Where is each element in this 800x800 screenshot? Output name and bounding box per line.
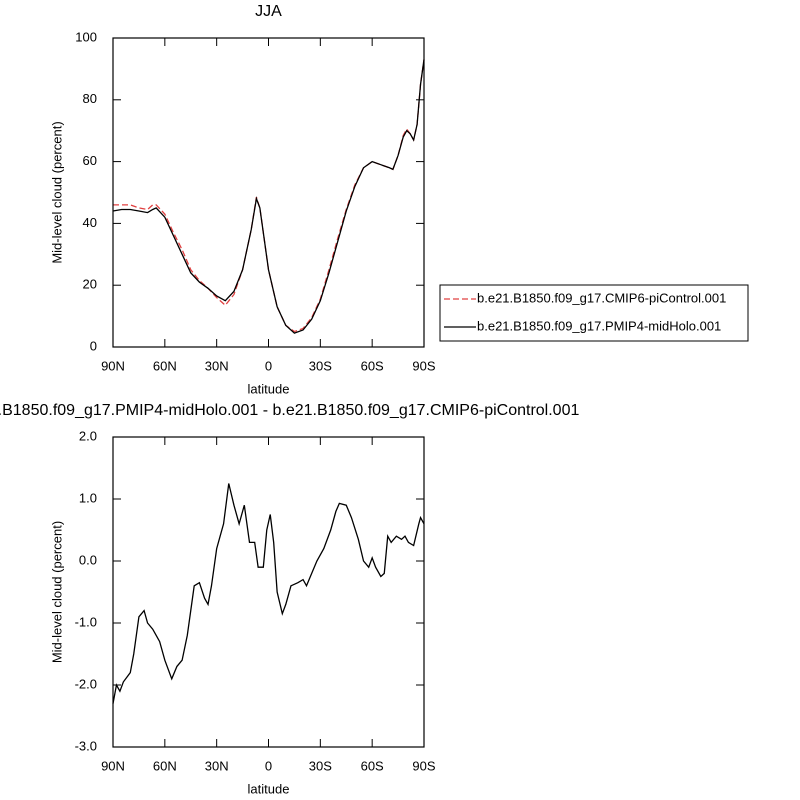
chart-title: b.e21.B1850.f09_g17.PMIP4-midHolo.001 - …: [0, 402, 579, 419]
x-tick-label: 60N: [153, 358, 177, 373]
x-tick-label: 30N: [205, 358, 229, 373]
y-tick-label: 0: [90, 338, 97, 353]
legend-box: [439, 284, 749, 342]
x-tick-label: 90N: [101, 358, 125, 373]
y-axis-label: Mid-level cloud (percent): [49, 521, 64, 663]
y-tick-label: 20: [83, 277, 97, 292]
x-tick-label: 60S: [361, 758, 384, 773]
x-tick-label: 60S: [361, 358, 384, 373]
y-tick-label: 80: [83, 91, 97, 106]
x-tick-label: 90S: [412, 758, 435, 773]
plot-frame: [112, 436, 425, 748]
x-tick-label: 0: [265, 358, 272, 373]
y-tick-label: -1.0: [75, 614, 97, 629]
x-tick-label: 90S: [412, 358, 435, 373]
y-tick-label: -3.0: [75, 738, 97, 753]
x-tick-label: 30N: [205, 758, 229, 773]
data-line: [112, 59, 425, 334]
y-axis-label: Mid-level cloud (percent): [49, 121, 64, 263]
x-tick-label: 60N: [153, 758, 177, 773]
y-tick-label: 40: [83, 215, 97, 230]
x-axis-label: latitude: [248, 781, 290, 796]
data-line: [113, 59, 425, 333]
x-axis-label: latitude: [248, 381, 290, 396]
legend-label: b.e21.B1850.f09_g17.CMIP6-piControl.001: [477, 290, 726, 305]
data-line: [112, 483, 425, 704]
plot-frame: [112, 37, 425, 348]
chart-title: JJA: [255, 3, 282, 20]
y-tick-label: -2.0: [75, 676, 97, 691]
y-tick-label: 2.0: [79, 428, 97, 443]
y-tick-label: 100: [75, 29, 97, 44]
x-tick-label: 0: [265, 758, 272, 773]
y-tick-label: 1.0: [79, 490, 97, 505]
y-tick-label: 0.0: [79, 552, 97, 567]
legend-label: b.e21.B1850.f09_g17.PMIP4-midHolo.001: [477, 318, 721, 333]
y-tick-label: 60: [83, 153, 97, 168]
x-tick-label: 30S: [309, 358, 332, 373]
x-tick-label: 90N: [101, 758, 125, 773]
x-tick-label: 30S: [309, 758, 332, 773]
